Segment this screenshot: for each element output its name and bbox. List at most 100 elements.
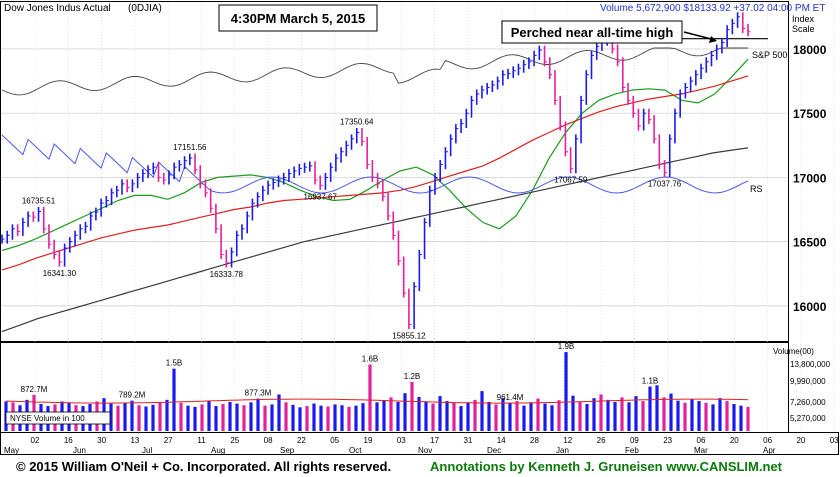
symbol-name: Dow Jones Indus Actual [4,3,111,14]
volume-bar [641,401,645,431]
volume-bar [417,396,421,431]
volume-bar [431,403,435,431]
volume-bar [501,398,505,431]
volume-bar [424,401,428,431]
date-tick-label: 09 [630,436,639,445]
volume-bar [690,399,694,431]
date-tick-label: 05 [330,436,339,445]
volume-bar [179,402,183,431]
volume-bar [592,398,596,431]
price-tick-label: 17500 [793,107,827,121]
volume-bar [340,405,344,431]
volume-bar [375,402,379,431]
volume-bar [249,402,253,431]
price-tick-label: 17000 [793,171,827,185]
date-tick-label: 16 [64,436,73,445]
volume-bar [487,401,491,431]
date-tick-label: 03 [830,436,839,445]
sp500-label: S&P 500 [752,50,787,60]
volume-label: 961.4M [497,393,524,402]
volume-bar [634,396,638,431]
volume-average-line [5,398,749,404]
volume-bar [242,405,246,431]
date-tick-label: 06 [697,436,706,445]
volume-bar [368,364,372,431]
volume-bar [396,401,400,431]
date-tick-label: 22 [297,436,306,445]
volume-axis: 5,270,000 7,260,000 9,990,000 13,800,000 [790,360,831,423]
volume-bar [543,403,547,431]
volume-bar [515,401,519,431]
volume-bar [200,404,204,431]
volume-bar [459,406,463,431]
sp500-line [1,47,748,96]
volume-bar [389,397,393,431]
volume-bar [613,401,617,431]
volume-bar [564,352,568,431]
volume-bar [606,399,610,431]
date-axis: 02 16 30 13 27 11 25 08 22 05 19 03 17 31 14 28 12 26 09 23… [4,436,839,455]
date-tick-label: 26 [597,436,606,445]
volume-bar [725,401,729,431]
volume-tick-label: 7,260,000 [790,398,826,407]
month-label: Jun [73,446,86,455]
volume-bar [620,397,624,431]
volume-bar [746,406,750,431]
volume-label: 1.5B [166,359,182,368]
month-label: Mar [694,446,708,455]
price-label: 17067.59 [554,176,588,185]
date-tick-label: 25 [230,436,239,445]
volume-bar [557,400,561,431]
volume-bar [109,403,113,431]
volume-bar [354,405,358,431]
volume-label: 1.2B [404,372,420,381]
volume-bar [494,404,498,431]
volume-bar [438,396,442,431]
volume-labels: 872.7M 789.2M 1.5B 877.3M 1.6B 1.2B 961.4M 1.9B… [21,342,659,402]
month-label: Nov [418,446,432,455]
price-label: 15855.12 [392,331,426,340]
volume-bar [599,394,603,431]
annotation-credit: Annotations by Kenneth J. Gruneisen www.… [430,459,782,474]
price-label: 17350.64 [340,117,374,126]
date-tick-label: 31 [463,436,472,445]
date-tick-label: 30 [97,436,106,445]
volume-bar [627,402,631,431]
month-label: Aug [211,446,225,455]
volume-bar [536,398,540,431]
ma-line-2 [1,147,749,333]
volume-bar [137,405,141,431]
timestamp-box [218,4,378,32]
volume-bar [116,405,120,431]
volume-label: 872.7M [21,385,48,394]
date-tick-label: 23 [663,436,672,445]
volume-bar [214,406,218,431]
perched-annotation-box [501,20,683,44]
price-panel [0,1,789,342]
volume-bar [739,405,743,431]
month-label: Feb [625,446,639,455]
volume-bar [382,400,386,431]
ma-line-1 [1,75,749,271]
price-label: 16333.78 [210,270,244,279]
date-tick-label: 20 [796,436,805,445]
volume-bar [403,393,407,431]
date-tick-label: 19 [364,436,373,445]
month-label: May [4,446,19,455]
date-tick-label: 17 [430,436,439,445]
volume-bar [480,391,484,431]
volume-bar [291,404,295,431]
volume-bar [347,406,351,431]
volume-bar [697,401,701,431]
volume-bar [130,400,134,431]
date-tick-label: 28 [530,436,539,445]
volume-tick-label: 9,990,000 [790,377,826,386]
volume-bar [711,404,715,431]
volume-bar [445,401,449,431]
index-scale-label-2: Scale [792,24,815,34]
month-label: Oct [349,446,362,455]
volume-bar [312,403,316,431]
date-tick-label: 02 [31,436,40,445]
volume-bar [410,381,414,431]
price-axis: 16000 16500 17000 17500 18000 [793,43,827,314]
